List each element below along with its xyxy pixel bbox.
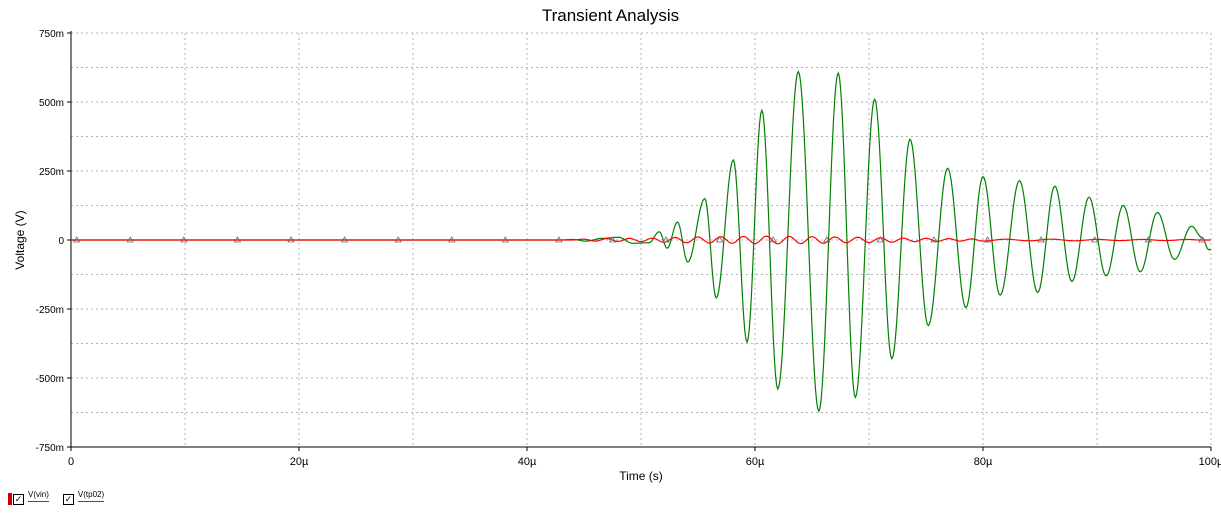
data-point-marker [930,236,938,243]
chart-title: Transient Analysis [541,6,680,25]
x-tick-label: 100µ [1199,456,1221,468]
checkbox-icon[interactable]: ✓ [13,494,24,505]
data-point-marker [394,236,402,243]
x-tick-label: 80µ [974,456,993,468]
x-axis-title: Time (s) [619,469,663,483]
y-tick-label: -500m [36,374,64,385]
data-point-marker [715,236,724,243]
data-point-marker [287,236,295,243]
data-point-marker [180,236,188,243]
x-tick-label: 40µ [518,456,537,468]
data-point-marker [983,236,992,243]
data-point-marker [340,236,349,243]
tick-labels: 750m 500m 250m 0 -250m -500m -750m 0 20µ 40µ 60µ 80… [36,29,1221,468]
series-line-vin [71,235,1211,245]
series-marker-icon [8,493,12,505]
legend: ✓ V(vin) ✓ V(tp02) [8,490,105,512]
data-point-marker [1198,236,1206,243]
y-tick-label: -750m [36,443,64,454]
series-layer [71,70,1211,413]
legend-item-vin[interactable]: ✓ V(vin) [8,490,49,512]
data-point-marker [1091,236,1099,243]
y-tick-label: 250m [39,167,64,178]
y-tick-label: 0 [58,236,64,247]
data-point-marker [448,236,456,243]
y-tick-label: -250m [36,305,64,316]
x-tick-label: 0 [68,456,74,468]
data-point-marker [233,236,242,243]
x-tick-label: 20µ [290,456,309,468]
data-point-marker [1144,236,1153,243]
legend-item-tp02[interactable]: ✓ V(tp02) [62,490,105,512]
data-point-marker [501,236,510,243]
axes [67,31,1212,451]
grid [71,32,1212,448]
checkbox-icon[interactable]: ✓ [62,494,74,505]
x-tick-label: 60µ [746,456,765,468]
data-point-marker [823,236,831,243]
data-point-marker [608,236,617,243]
y-tick-label: 750m [39,29,64,40]
data-point-marker [72,236,81,243]
y-axis-title: Voltage (V) [13,210,27,269]
data-point-marker [769,236,777,243]
data-point-marker [1037,236,1045,243]
data-point-marker [126,236,134,243]
data-point-marker [555,236,563,243]
data-point-marker [876,236,885,243]
data-point-marker [662,236,670,243]
y-tick-label: 500m [39,98,64,109]
legend-label-vin: V(vin) [28,490,49,502]
legend-label-tp02: V(tp02) [77,490,105,502]
plot-area: 750m 500m 250m 0 -250m -500m -750m 0 20µ 40µ 60µ 80… [13,29,1221,483]
